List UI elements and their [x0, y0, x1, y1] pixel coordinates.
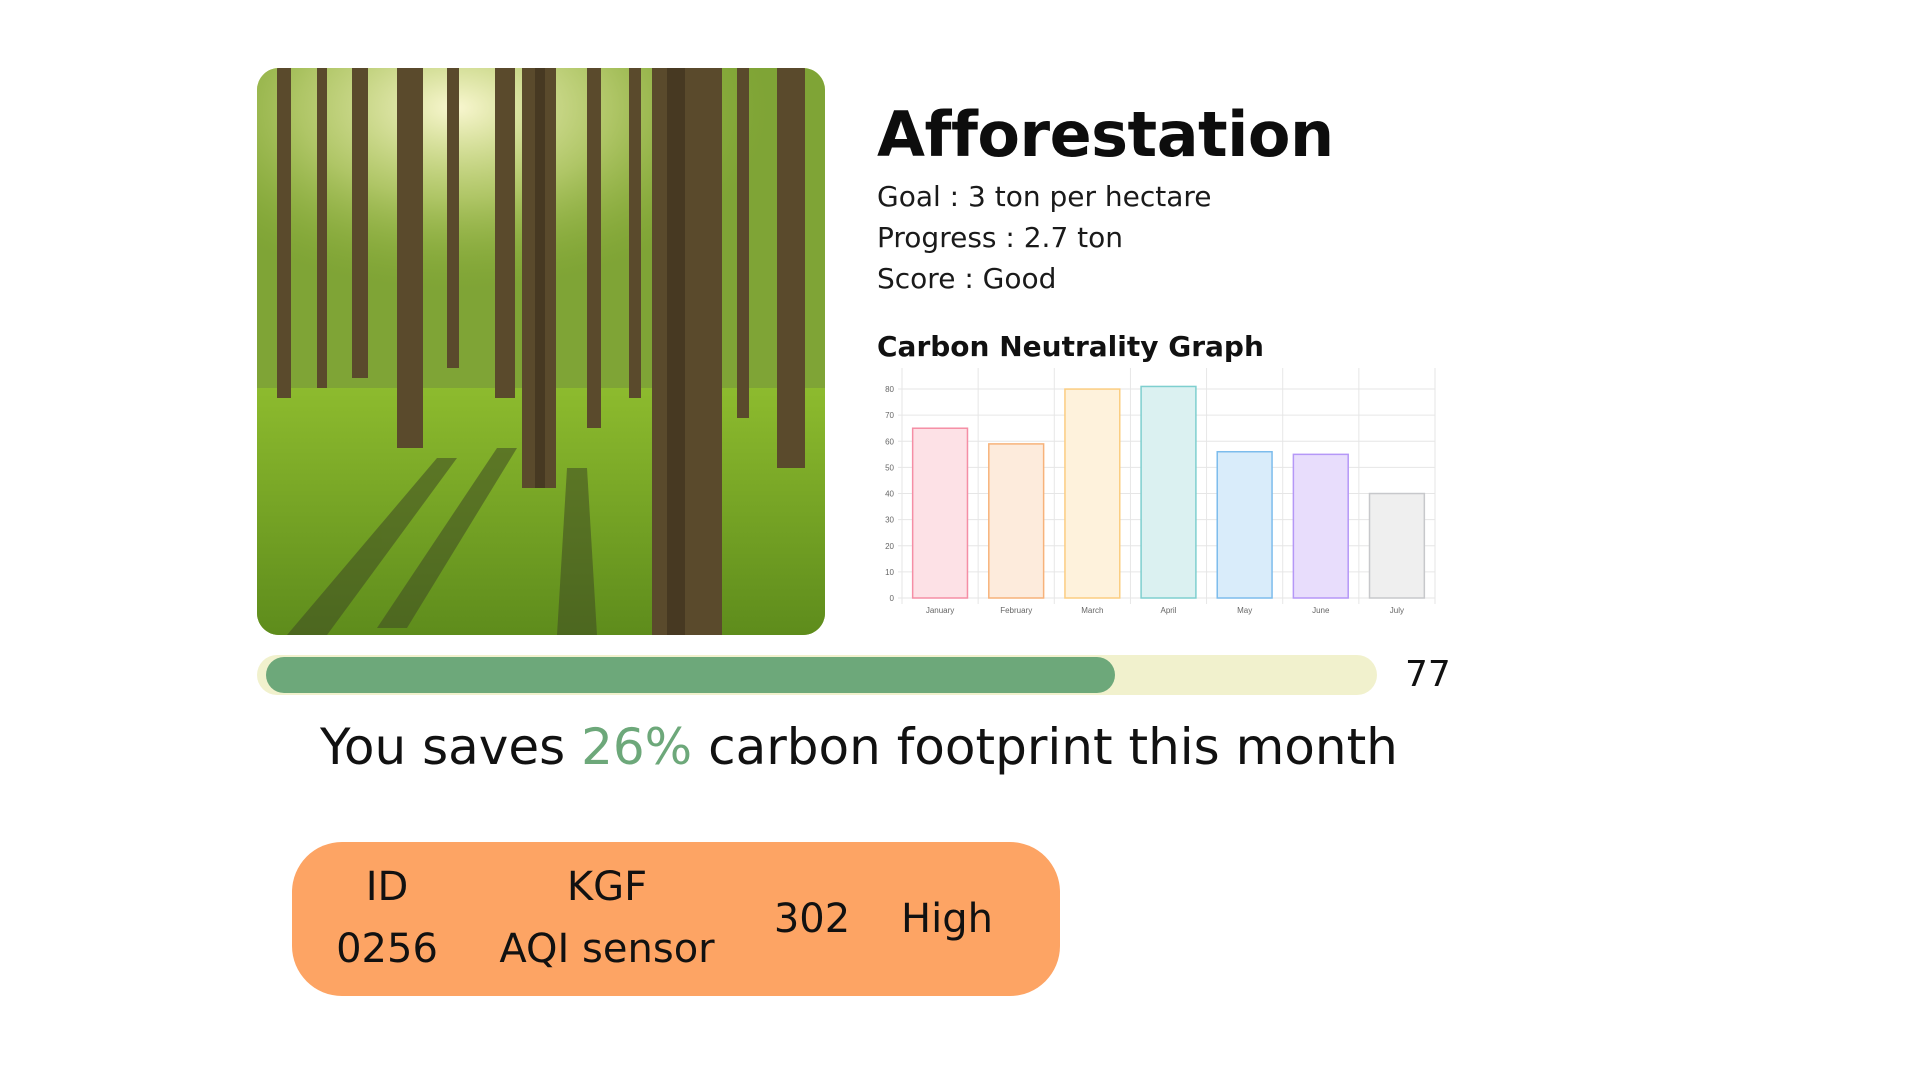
x-tick-label: July: [1390, 606, 1404, 615]
device-id-label: ID: [365, 864, 409, 910]
x-tick-label: May: [1237, 606, 1252, 615]
x-tick-label: January: [926, 606, 954, 615]
y-tick-label: 80: [885, 385, 894, 394]
y-tick-label: 30: [885, 516, 894, 525]
y-tick-label: 10: [885, 568, 894, 577]
x-tick-label: April: [1160, 606, 1176, 615]
bar-may: [1216, 450, 1273, 599]
forest-image: [257, 68, 825, 635]
y-tick-label: 70: [885, 411, 894, 420]
savings-percent: 26%: [581, 718, 693, 776]
progress-bar-track: [257, 655, 1377, 695]
device-id-cell: ID 0256: [322, 856, 452, 980]
project-title: Afforestation: [877, 98, 1334, 171]
y-tick-label: 50: [885, 463, 894, 472]
y-tick-label: 20: [885, 542, 894, 551]
savings-suffix: carbon footprint this month: [692, 718, 1398, 776]
score-text: Score : Good: [877, 262, 1057, 295]
savings-prefix: You saves: [320, 718, 582, 776]
savings-message: You saves 26% carbon footprint this mont…: [320, 718, 1398, 776]
bar-april: [1140, 385, 1197, 599]
x-tick-label: February: [1000, 606, 1032, 615]
device-card: ID 0256 KGF AQI sensor 302 High: [292, 842, 1060, 996]
carbon-neutrality-chart: 0 10 20 30 40 50 60 70 80 January February March Apr…: [885, 368, 1436, 615]
bar-february: [988, 443, 1045, 599]
y-tick-label: 60: [885, 437, 894, 446]
x-tick-label: June: [1312, 606, 1330, 615]
device-name-cell: KGF AQI sensor: [492, 856, 722, 980]
chart-title: Carbon Neutrality Graph: [877, 330, 1264, 363]
progress-text: Progress : 2.7 ton: [877, 221, 1124, 254]
goal-text: Goal : 3 ton per hectare: [877, 180, 1212, 213]
progress-bar-fill: [266, 657, 1115, 693]
x-tick-label: March: [1081, 606, 1103, 615]
bar-july: [1368, 492, 1426, 599]
device-name: KGF: [566, 864, 648, 910]
progress-value: 77: [1405, 654, 1451, 695]
device-reading: 302: [773, 896, 851, 942]
device-type: AQI sensor: [499, 926, 715, 972]
y-tick-label: 40: [885, 490, 894, 499]
device-id-value: 0256: [336, 926, 438, 972]
bar-january: [911, 427, 969, 599]
bar-march: [1064, 388, 1121, 599]
bar-june: [1292, 453, 1349, 599]
device-level: High: [901, 896, 993, 942]
y-tick-label: 0: [890, 594, 895, 603]
